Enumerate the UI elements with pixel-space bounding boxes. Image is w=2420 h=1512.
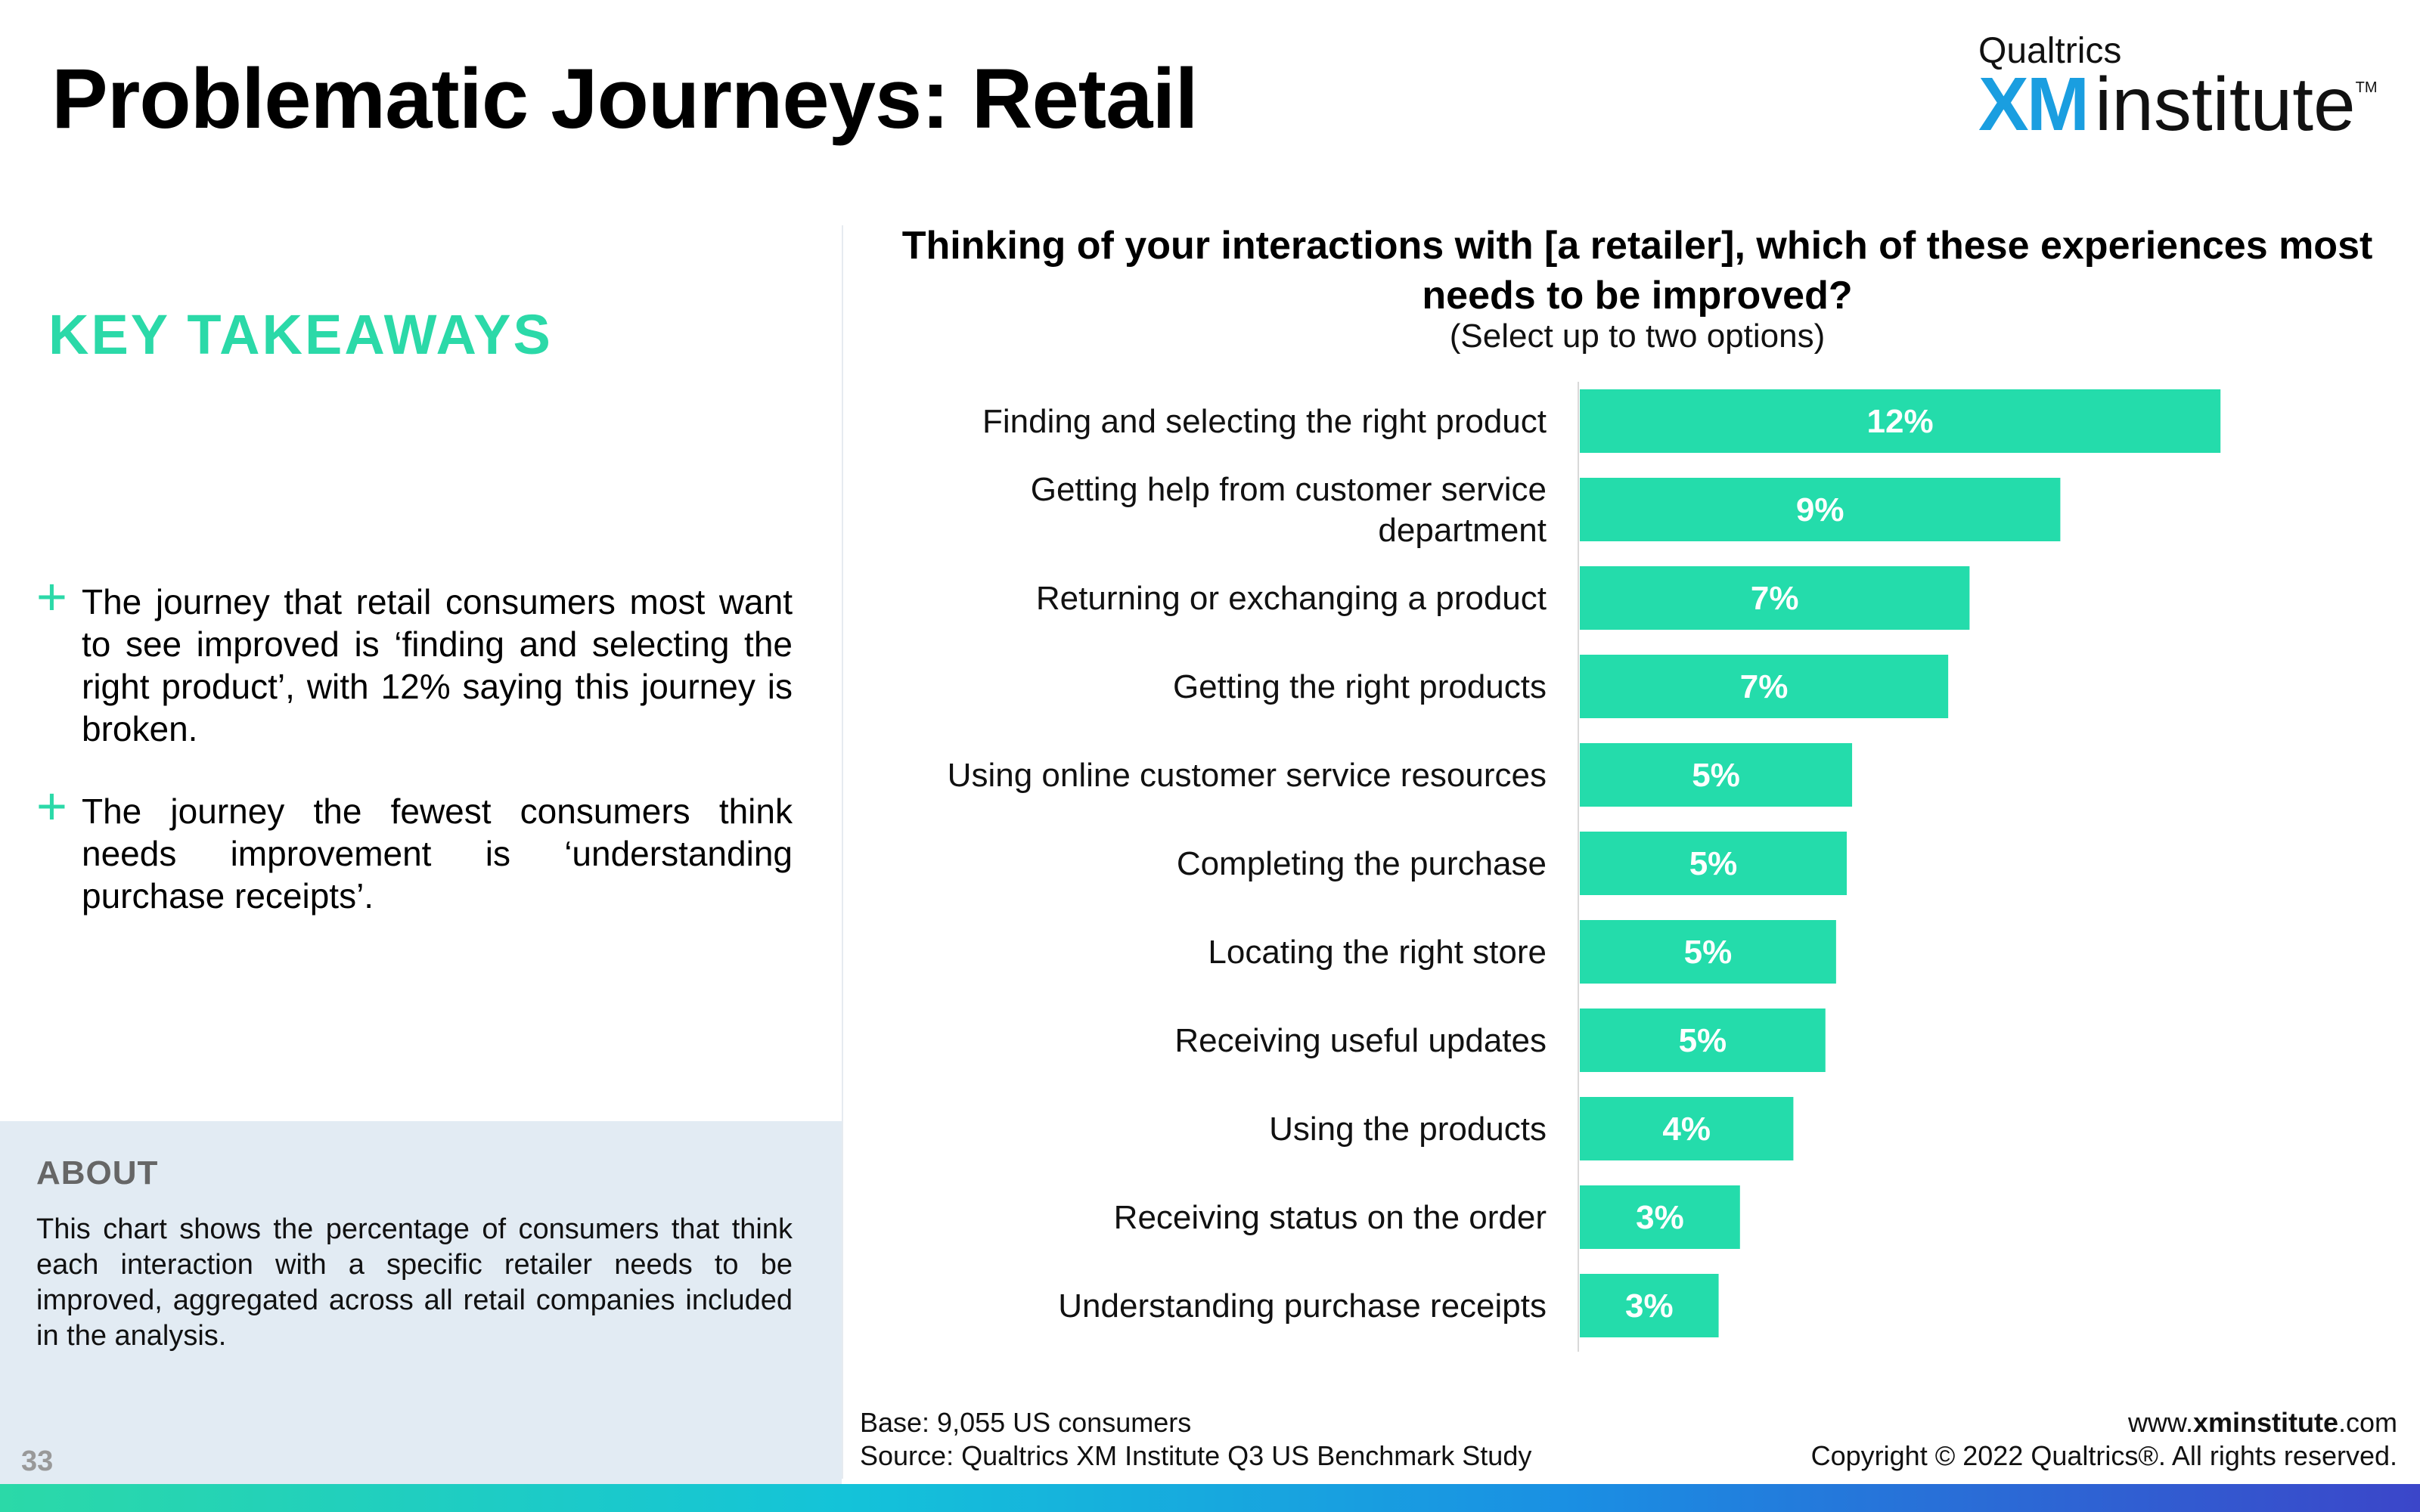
logo-xm-text: XM bbox=[1978, 62, 2090, 147]
category-label: Finding and selecting the right product bbox=[982, 403, 1547, 440]
footer-source: Base: 9,055 US consumers Source: Qualtri… bbox=[860, 1406, 1531, 1473]
category-label: Receiving status on the order bbox=[1114, 1199, 1547, 1236]
bottom-gradient-bar bbox=[0, 1484, 2420, 1512]
bar bbox=[1580, 920, 1836, 984]
footer-copyright: www.xminstitute.com Copyright © 2022 Qua… bbox=[1811, 1406, 2397, 1473]
takeaway-item: + The journey that retail consumers most… bbox=[36, 570, 793, 750]
bar-value-label: 7% bbox=[1740, 668, 1789, 705]
category-label: Using the products bbox=[1269, 1111, 1547, 1148]
chart-title: Thinking of your interactions with [a re… bbox=[901, 224, 2373, 318]
logo-main: XM instituteTM bbox=[1978, 67, 2378, 142]
bar bbox=[1580, 1009, 1826, 1072]
bar-value-label: 5% bbox=[1684, 934, 1733, 971]
logo-trademark: TM bbox=[2355, 79, 2378, 96]
category-label: Completing the purchase bbox=[1177, 845, 1547, 882]
footer-base: Base: 9,055 US consumers bbox=[860, 1407, 1192, 1438]
bar-value-label: 5% bbox=[1679, 1022, 1727, 1059]
bar bbox=[1580, 655, 1949, 718]
copyright-text: Copyright © 2022 Qualtrics®. All rights … bbox=[1810, 1440, 2397, 1471]
bar bbox=[1580, 478, 2061, 541]
vertical-divider bbox=[842, 225, 843, 1479]
bar bbox=[1580, 743, 1853, 807]
footer-website[interactable]: www.xminstitute.com bbox=[1811, 1406, 2397, 1439]
category-label: Receiving useful updates bbox=[1174, 1022, 1547, 1059]
about-body: This chart shows the percentage of consu… bbox=[36, 1213, 793, 1352]
category-label: Understanding purchase receipts bbox=[1058, 1287, 1547, 1325]
category-label: Using online customer service resources bbox=[948, 757, 1547, 794]
bar bbox=[1580, 389, 2221, 453]
bar-value-label: 12% bbox=[1867, 403, 1934, 440]
bar-value-label: 5% bbox=[1692, 757, 1740, 794]
category-label: Returning or exchanging a product bbox=[1036, 580, 1547, 617]
category-label: Getting the right products bbox=[1173, 668, 1547, 705]
logo-qualtrics-text: Qualtrics bbox=[1978, 31, 2122, 71]
about-title: ABOUT bbox=[36, 1154, 159, 1191]
bar bbox=[1580, 1097, 1794, 1160]
bar-value-label: 7% bbox=[1751, 580, 1799, 617]
takeaway-text: The journey the fewest consumers think n… bbox=[82, 792, 793, 916]
bar-value-label: 5% bbox=[1689, 845, 1738, 882]
website-prefix: www. bbox=[2127, 1407, 2193, 1438]
xm-institute-logo: Qualtrics XM instituteTM bbox=[1978, 30, 2378, 144]
takeaway-item: + The journey the fewest consumers think… bbox=[36, 779, 793, 917]
bar bbox=[1580, 832, 1847, 895]
bar-value-label: 4% bbox=[1662, 1111, 1711, 1148]
website-suffix: .com bbox=[2338, 1407, 2397, 1438]
website-name: xminstitute bbox=[2192, 1407, 2338, 1438]
bar-value-label: 3% bbox=[1636, 1199, 1684, 1236]
bar-value-label: 3% bbox=[1625, 1287, 1674, 1325]
takeaway-text: The journey that retail consumers most w… bbox=[82, 582, 793, 748]
category-label: Getting help from customer service depart… bbox=[1031, 471, 1547, 549]
plus-icon: + bbox=[36, 567, 67, 626]
chart-subtitle: (Select up to two options) bbox=[1449, 318, 1826, 355]
footer-source-line: Source: Qualtrics XM Institute Q3 US Ben… bbox=[860, 1440, 1532, 1471]
category-label: Locating the right store bbox=[1208, 934, 1547, 971]
bar bbox=[1580, 566, 1970, 630]
plus-icon: + bbox=[36, 776, 67, 835]
page-number: 33 bbox=[21, 1445, 54, 1477]
key-takeaways-heading: KEY TAKEAWAYS bbox=[48, 303, 553, 366]
logo-institute-text: institute bbox=[2095, 62, 2356, 147]
page-title: Problematic Journeys: Retail bbox=[51, 51, 1199, 146]
bar bbox=[1580, 1185, 1740, 1249]
about-panel: ABOUT This chart shows the percentage of… bbox=[0, 1121, 842, 1484]
bar-value-label: 9% bbox=[1796, 491, 1844, 528]
bar bbox=[1580, 1274, 1719, 1337]
